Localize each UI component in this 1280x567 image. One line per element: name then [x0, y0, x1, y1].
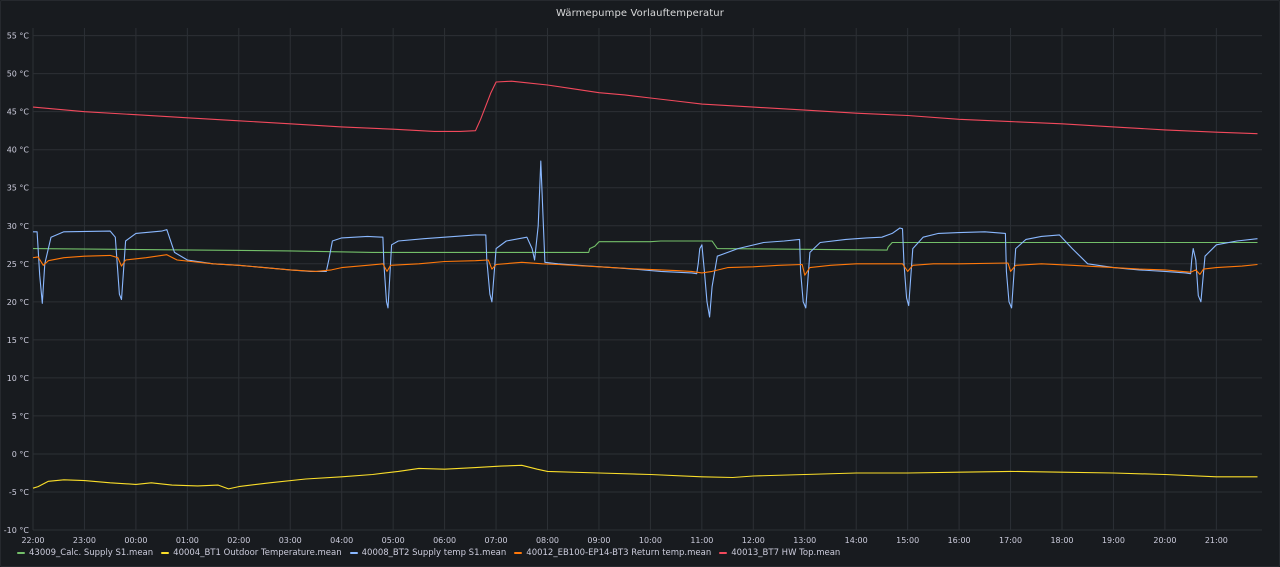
legend-label: 43009_Calc. Supply S1.mean: [29, 548, 154, 558]
legend-item[interactable]: 40012_EB100-EP14-BT3 Return temp.mean: [514, 548, 711, 558]
x-tick-label: 13:00: [793, 536, 816, 545]
y-tick-label: -5 °C: [9, 488, 30, 497]
series-group[interactable]: [32, 80, 1258, 490]
x-tick-label: 12:00: [742, 536, 765, 545]
legend: 43009_Calc. Supply S1.mean 40004_BT1 Outd…: [17, 546, 848, 560]
y-tick-label: 50 °C: [7, 70, 30, 79]
y-tick-label: 40 °C: [7, 146, 30, 155]
series-line-3[interactable]: [32, 254, 1258, 276]
legend-item[interactable]: 40013_BT7 HW Top.mean: [719, 548, 840, 558]
legend-item[interactable]: 40008_BT2 Supply temp S1.mean: [349, 548, 507, 558]
y-tick-label: 10 °C: [7, 374, 30, 383]
x-tick-label: 00:00: [124, 536, 147, 545]
legend-item[interactable]: 40004_BT1 Outdoor Temperature.mean: [161, 548, 342, 558]
y-tick-label: 5 °C: [12, 412, 30, 421]
legend-swatch: [161, 552, 170, 554]
series-line-4[interactable]: [32, 80, 1258, 135]
legend-item[interactable]: 43009_Calc. Supply S1.mean: [17, 548, 153, 558]
series-line-1[interactable]: [32, 464, 1258, 490]
x-tick-label: 15:00: [896, 536, 919, 545]
x-tick-label: 11:00: [690, 536, 713, 545]
x-tick-label: 23:00: [73, 536, 96, 545]
legend-label: 40012_EB100-EP14-BT3 Return temp.mean: [526, 548, 712, 558]
x-tick-label: 14:00: [845, 536, 868, 545]
x-tick-label: 02:00: [227, 536, 250, 545]
x-tick-label: 10:00: [639, 536, 662, 545]
legend-label: 40004_BT1 Outdoor Temperature.mean: [173, 548, 342, 558]
x-tick-label: 01:00: [176, 536, 199, 545]
legend-swatch: [719, 552, 728, 554]
legend-label: 40008_BT2 Supply temp S1.mean: [361, 548, 507, 558]
x-tick-label: 09:00: [587, 536, 610, 545]
x-tick-label: 19:00: [1102, 536, 1125, 545]
x-axis: 22:00 23:00 00:00 01:00 02:00 03:00 04:00 05:00…: [21, 536, 1227, 545]
legend-swatch: [17, 552, 25, 554]
y-tick-label: 55 °C: [7, 32, 30, 41]
x-tick-label: 04:00: [330, 536, 353, 545]
legend-swatch: [514, 552, 523, 554]
legend-label: 40013_BT7 HW Top.mean: [731, 548, 841, 558]
x-tick-label: 03:00: [279, 536, 302, 545]
x-tick-label: 21:00: [1205, 536, 1228, 545]
x-tick-label: 08:00: [536, 536, 559, 545]
panel-title[interactable]: Wärmepumpe Vorlauftemperatur: [556, 8, 724, 19]
x-tick-label: 22:00: [21, 536, 44, 545]
y-tick-label: 30 °C: [7, 222, 30, 231]
y-tick-label: 15 °C: [7, 336, 30, 345]
x-tick-label: 05:00: [382, 536, 405, 545]
y-axis: -10 °C -5 °C 0 °C 5 °C 10 °C 15 °C 20 °C 25 °C 3…: [4, 32, 30, 535]
y-tick-label: 35 °C: [7, 184, 30, 193]
x-tick-label: 07:00: [485, 536, 508, 545]
x-tick-label: 18:00: [1050, 536, 1073, 545]
y-tick-label: 20 °C: [7, 298, 30, 307]
series-line-0[interactable]: [32, 240, 1258, 253]
grid: [32, 28, 1262, 531]
y-tick-label: -10 °C: [4, 526, 30, 535]
legend-swatch: [349, 552, 358, 554]
x-tick-label: 16:00: [948, 536, 971, 545]
y-tick-label: 25 °C: [7, 260, 30, 269]
x-tick-label: 06:00: [433, 536, 456, 545]
series-line-2[interactable]: [33, 160, 1258, 318]
x-tick-label: 20:00: [1153, 536, 1176, 545]
y-tick-label: 45 °C: [7, 108, 30, 117]
x-tick-label: 17:00: [999, 536, 1022, 545]
y-tick-label: 0 °C: [12, 450, 30, 459]
